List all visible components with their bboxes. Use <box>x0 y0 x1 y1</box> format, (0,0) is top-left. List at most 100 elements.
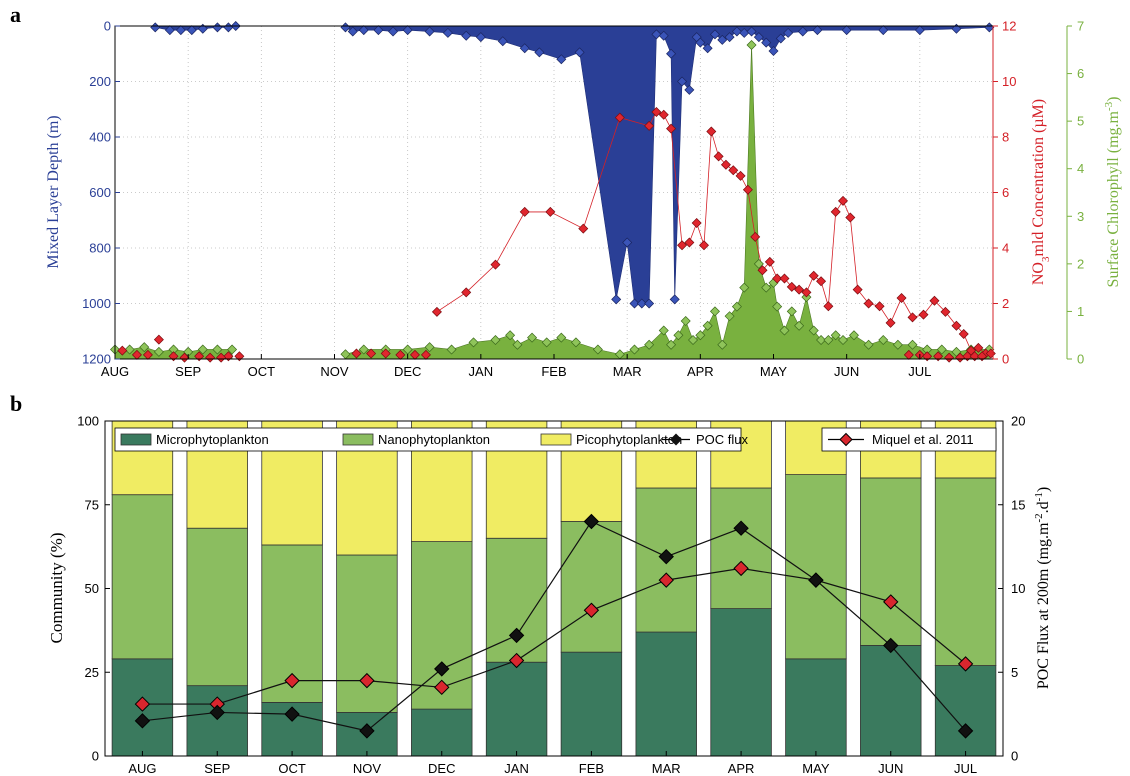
poc-flux-marker <box>733 520 749 536</box>
community-ytick-label: 25 <box>85 665 99 680</box>
nitrate-marker <box>874 301 885 312</box>
miquel-marker <box>434 679 450 696</box>
miquel-marker <box>359 672 375 689</box>
mld-marker <box>197 23 208 34</box>
mld-marker <box>402 25 413 36</box>
bar-microphytoplankton <box>186 685 248 757</box>
legend-label-miquel: Miquel et al. 2011 <box>872 432 974 447</box>
nitrate-marker <box>153 334 164 345</box>
nitrate-marker <box>830 206 841 217</box>
nitrate-marker <box>808 270 819 281</box>
chlorophyll-marker <box>512 339 523 350</box>
nitrate-marker <box>918 309 929 320</box>
poc-label-superscript-1: -2 <box>1033 513 1045 522</box>
panel-a-background <box>115 26 993 359</box>
chlorophyll-marker <box>197 344 208 355</box>
panel-a-plot: AUG SEP OCT NOV DEC JAN FEB MAR APR MAY JUN JUL0200… <box>82 19 1084 380</box>
chlorophyll-marker <box>892 339 903 350</box>
chlorophyll-marker <box>358 344 369 355</box>
mld-marker <box>644 298 655 309</box>
mld-marker <box>186 25 197 36</box>
nitrate-marker <box>852 284 863 295</box>
chl-label-superscript: -3 <box>1103 101 1115 111</box>
chlorophyll-marker <box>878 334 889 345</box>
chlorophyll-marker <box>402 344 413 355</box>
mld-marker <box>658 30 669 41</box>
chlorophyll-marker <box>688 334 699 345</box>
mld-ytick-label: 600 <box>89 185 111 200</box>
chlorophyll-marker <box>761 282 772 293</box>
miquel-marker <box>733 560 749 577</box>
nitrate-marker <box>490 259 501 270</box>
mld-marker <box>622 237 633 248</box>
chlorophyll-marker <box>644 339 655 350</box>
chlorophyll-marker <box>212 344 223 355</box>
panel-a-xtick-label: MAY <box>760 364 788 379</box>
mld-marker <box>629 298 640 309</box>
mld-marker <box>717 34 728 45</box>
nitrate-marker <box>234 351 245 362</box>
mld-marker <box>753 32 764 43</box>
nitrate-marker <box>677 240 688 251</box>
nitrate-marker <box>940 306 951 317</box>
chlorophyll-marker <box>227 344 238 355</box>
nitrate-marker <box>684 237 695 248</box>
chlorophyll-ytick-label: 7 <box>1077 19 1084 34</box>
mld-marker <box>731 26 742 37</box>
panel-a-xtick-label: SEP <box>175 364 201 379</box>
panel-a-xtick-label: MAR <box>613 364 642 379</box>
panel-a-xtick-label: DEC <box>394 364 421 379</box>
chlorophyll-marker <box>772 301 783 312</box>
nitrate-marker <box>461 287 472 298</box>
chlorophyll-marker <box>816 334 827 345</box>
nitrate-marker <box>720 159 731 170</box>
chlorophyll-marker <box>808 325 819 336</box>
community-ytick-label: 50 <box>85 581 99 596</box>
chlorophyll-marker <box>830 330 841 341</box>
miquel-line <box>142 567 966 705</box>
poc-flux-marker <box>808 572 824 588</box>
nitrate-marker <box>431 306 442 317</box>
panel-b-right-axis-label: POC Flux at 200m (mg.m-2.d-1) <box>1033 487 1052 689</box>
mld-marker <box>347 26 358 37</box>
no3-label-rest: mld Concentration (µM) <box>1030 99 1047 257</box>
bar-microphytoplankton <box>560 651 623 757</box>
poc-label-part: POC Flux at 200m (mg.m <box>1035 522 1052 689</box>
nitrate-marker <box>951 320 962 331</box>
mld-marker <box>475 32 486 43</box>
panel-b-xtick-label: NOV <box>353 761 382 776</box>
mld-marker <box>574 47 585 58</box>
mld-marker <box>878 25 889 36</box>
mld-marker <box>175 25 186 36</box>
poc-flux-marker <box>284 706 300 722</box>
mld-marker <box>724 32 735 43</box>
community-ytick-label: 100 <box>77 414 99 429</box>
panel-a-xtick-label: JAN <box>469 364 494 379</box>
nitrate-marker <box>885 317 896 328</box>
chlorophyll-marker <box>848 330 859 341</box>
nitrate-marker <box>977 351 988 362</box>
panel-a-letter: a <box>10 2 21 27</box>
mld-marker <box>783 27 794 38</box>
nitrate-marker <box>194 351 205 362</box>
poc-flux-marker <box>434 661 450 677</box>
mld-marker <box>651 29 662 40</box>
legend-right-box <box>821 427 997 452</box>
miquel-marker <box>957 656 974 672</box>
mld-marker <box>812 25 823 36</box>
nitrate-marker <box>117 345 128 356</box>
panel-a-right-axis-label: Surface Chlorophyll (mg.m-3) <box>1103 97 1122 288</box>
bar-nanophytoplankton <box>560 521 623 653</box>
panel-b-letter: b <box>10 391 22 416</box>
poc-flux-marker <box>658 548 674 565</box>
poc-flux-marker <box>883 637 899 654</box>
panel-a-mid-axis-label: NO3mld Concentration (µM) <box>1030 99 1052 285</box>
panel-b-xtick-label: JUL <box>954 761 977 776</box>
chlorophyll-marker <box>695 330 706 341</box>
chlorophyll-marker <box>592 344 603 355</box>
panel-b-left-axis-label: Community (%) <box>47 533 66 644</box>
panel-b-xtick-label: MAR <box>652 761 681 776</box>
chlorophyll-marker <box>838 334 849 345</box>
nitrate-ytick-label: 4 <box>1002 241 1009 256</box>
